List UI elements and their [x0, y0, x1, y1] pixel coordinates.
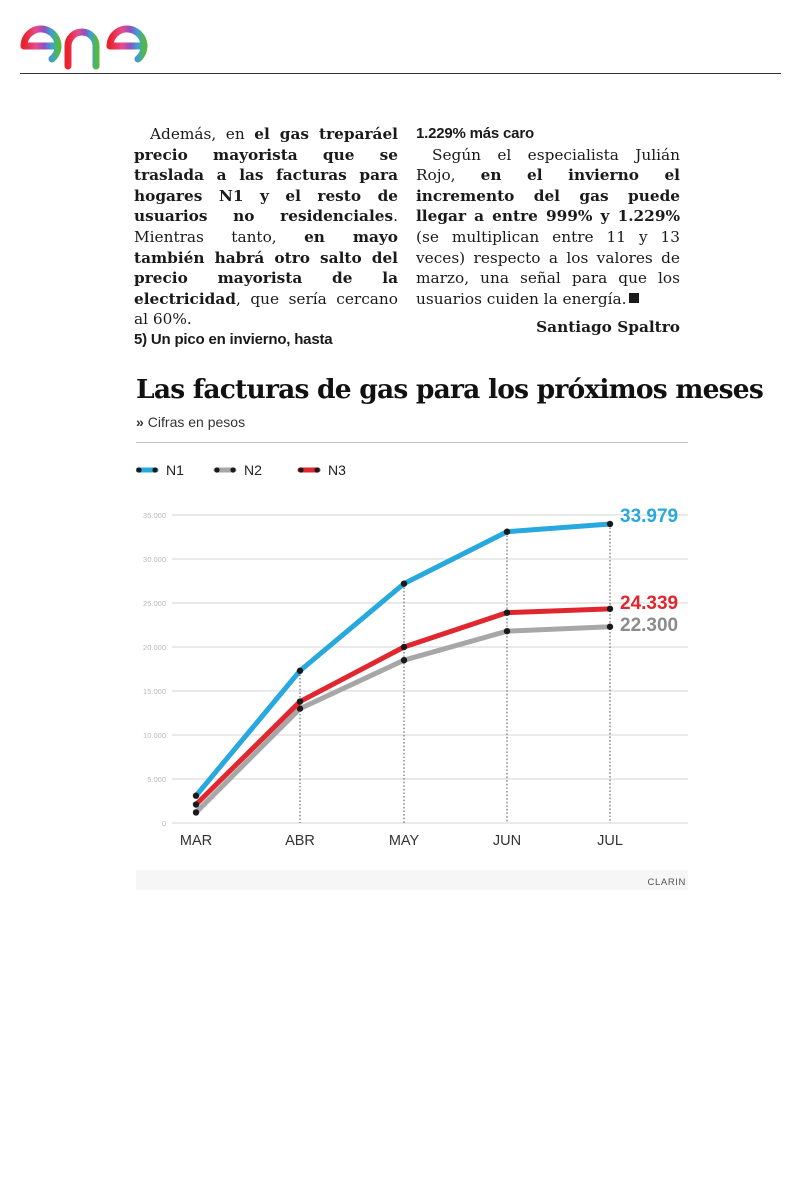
legend-dot — [314, 467, 320, 473]
y-tick-label: 20.000 — [143, 643, 166, 652]
legend-label-n2: N2 — [244, 462, 262, 478]
data-point-n2 — [296, 705, 304, 712]
end-value-label-n3: 24.339 — [620, 593, 678, 614]
chart-subtitle: » Cifras en pesos — [136, 414, 246, 430]
gas-bills-infographic: Las facturas de gas para los próximos me… — [136, 370, 764, 890]
data-point-n3 — [296, 698, 304, 705]
chevron-right-icon: » — [136, 414, 144, 430]
y-tick-label: 30.000 — [143, 555, 166, 564]
line-chart: 0 5.000 10.000 15.000 20.000 25.000 30.000 35.0… — [136, 462, 688, 849]
x-tick-label: MAY — [389, 833, 420, 849]
source-credit: CLARIN — [647, 877, 686, 888]
y-tick-label: 15.000 — [143, 687, 166, 696]
section-subhead: 5) Un pico en invierno, hasta — [134, 330, 333, 348]
legend-dot — [298, 467, 304, 473]
data-point-n3 — [606, 605, 614, 613]
enel-logo — [20, 6, 186, 70]
x-tick-label: JUN — [493, 833, 521, 849]
data-point-n1 — [606, 520, 614, 528]
y-tick-label: 5.000 — [147, 775, 166, 784]
data-point-n2 — [192, 809, 200, 816]
article-column-left: Además, en el gas treparáel precio mayor… — [134, 124, 398, 351]
legend-dot — [136, 467, 142, 473]
y-tick-label: 35.000 — [143, 511, 166, 520]
title-divider — [136, 442, 688, 443]
legend-dot — [230, 467, 236, 473]
header-divider — [20, 73, 781, 74]
data-point-n3 — [192, 801, 200, 808]
data-point-n2 — [400, 657, 408, 664]
data-point-n2 — [503, 627, 511, 635]
data-point-n1 — [192, 792, 200, 799]
data-point-n2 — [606, 623, 614, 630]
data-point-n1 — [503, 528, 511, 535]
end-value-label-n1: 33.979 — [620, 506, 678, 527]
article-paragraph: Según el especialista Julián Rojo, en el… — [416, 145, 680, 308]
section-subhead-continued: 1.229% más caro — [416, 125, 534, 142]
y-tick-label: 0 — [162, 819, 166, 828]
end-mark — [629, 293, 640, 304]
legend-dot — [214, 467, 220, 473]
x-tick-label: JUL — [597, 833, 623, 849]
author-byline: Santiago Spaltro — [536, 318, 680, 337]
x-tick-label: ABR — [285, 833, 315, 849]
data-point-n3 — [503, 609, 511, 616]
legend-label-n1: N1 — [166, 462, 184, 478]
article-column-right: 1.229% más caro Según el especialista Ju… — [416, 124, 680, 338]
data-point-n3 — [400, 643, 408, 651]
chart-footer-band — [136, 870, 688, 890]
y-tick-label: 25.000 — [143, 599, 166, 608]
end-value-label-n2: 22.300 — [620, 615, 678, 636]
series-line-n3 — [193, 606, 613, 808]
legend-dot — [152, 467, 158, 473]
article-paragraph: Además, en el gas treparáel precio mayor… — [134, 125, 399, 329]
legend-label-n3: N3 — [328, 462, 346, 478]
x-tick-label: MAR — [180, 833, 212, 849]
data-point-n1 — [400, 580, 408, 587]
y-tick-label: 10.000 — [143, 731, 166, 740]
chart-title: Las facturas de gas para los próximos me… — [136, 374, 764, 405]
data-point-n1 — [296, 667, 304, 674]
